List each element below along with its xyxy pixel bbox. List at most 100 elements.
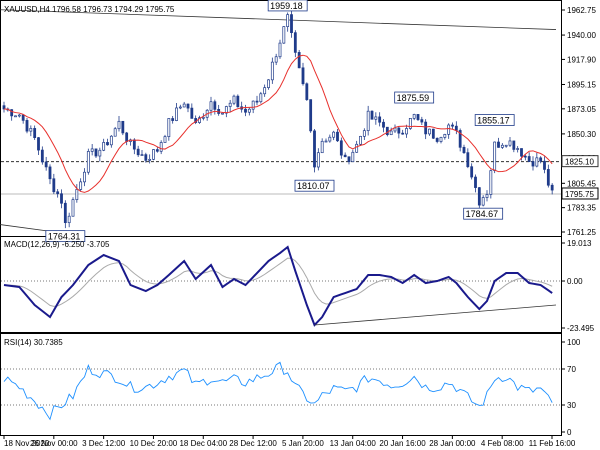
x-tick-label: 4 Feb 08:00 <box>481 439 524 448</box>
candle-body <box>470 166 474 178</box>
current-price-label: 1795.75 <box>565 190 594 199</box>
candle-body <box>339 140 343 156</box>
candle-body <box>290 14 293 34</box>
y-tick-label: 1805.45 <box>567 179 596 188</box>
candle-body <box>485 194 489 198</box>
candle-body <box>144 154 148 161</box>
level-label-box <box>561 155 599 168</box>
candle-body <box>102 142 106 151</box>
candle-body <box>520 148 523 157</box>
macd-trendline <box>314 304 557 326</box>
candle-body <box>416 114 420 120</box>
candle-body <box>497 141 500 148</box>
candle-body <box>493 141 497 171</box>
candle-body <box>382 121 385 128</box>
candle-body <box>428 128 431 135</box>
candle-body <box>178 106 182 109</box>
price-annotation: 1959.18 <box>270 1 303 11</box>
price-annotation: 1764.31 <box>48 232 81 242</box>
y-tick-label: 0 <box>567 428 572 437</box>
candle-body <box>247 108 251 113</box>
price-annotation-box <box>474 114 515 126</box>
candle-body <box>401 132 405 135</box>
candle-body <box>152 149 155 160</box>
candle-body <box>332 131 336 138</box>
rsi-title: RSI(14) 30.7385 <box>4 338 63 347</box>
candle-body <box>159 142 163 152</box>
candle-body <box>320 140 324 154</box>
candle-body <box>155 149 159 152</box>
candle-body <box>37 137 40 151</box>
macd-pane-border <box>0 236 562 333</box>
rsi-pane-border <box>0 333 562 436</box>
y-tick-label: -23.495 <box>567 324 595 333</box>
candle-body <box>125 132 129 142</box>
candle-body <box>17 114 21 117</box>
candle-body <box>546 169 550 186</box>
candle-body <box>267 79 270 88</box>
candle-body <box>378 116 382 123</box>
candle-body <box>297 52 301 69</box>
candle-body <box>2 105 6 110</box>
candle-body <box>451 124 454 127</box>
rsi-line <box>3 361 553 421</box>
trendline <box>0 9 557 30</box>
x-tick-label: 26 Nov 00:00 <box>30 439 78 448</box>
y-tick-label: 1940.00 <box>567 31 596 40</box>
candle-body <box>48 166 52 180</box>
candle-body <box>439 137 443 142</box>
candle-body <box>67 215 71 224</box>
price-annotation: 1855.17 <box>477 116 510 126</box>
candle-body <box>21 114 25 121</box>
candle-body <box>278 42 282 58</box>
macd-pane: 19.013 0.00 -23.495 <box>1 239 595 333</box>
candle-body <box>190 107 194 119</box>
y-tick-label: 1895.15 <box>567 80 596 89</box>
price-annotation: 1784.67 <box>466 209 499 219</box>
candle-body <box>539 157 543 162</box>
current-price-box <box>561 187 599 200</box>
candle-body <box>63 202 67 224</box>
x-tick-label: 28 Jan 00:00 <box>429 439 476 448</box>
candle-body <box>33 128 37 138</box>
candle-body <box>182 103 186 108</box>
candle-body <box>175 107 178 121</box>
candle-body <box>171 118 175 121</box>
candle-body <box>313 130 316 168</box>
candle-body <box>86 151 90 173</box>
candle-body <box>328 136 332 142</box>
candle-body <box>14 115 17 118</box>
candle-body <box>355 143 359 153</box>
candle-body <box>29 128 33 132</box>
candle-body <box>477 187 481 206</box>
candle-body <box>516 148 520 150</box>
candle-body <box>167 118 171 137</box>
candle-body <box>255 100 259 103</box>
candle-body <box>221 112 224 115</box>
candle-body <box>351 151 355 163</box>
candle-body <box>412 114 416 119</box>
candle-body <box>512 140 516 150</box>
candle-body <box>75 189 79 201</box>
candle-body <box>362 130 366 137</box>
candle-body <box>466 152 470 168</box>
candle-body <box>228 102 232 107</box>
candle-body <box>198 117 201 123</box>
y-tick-label: 1917.90 <box>567 55 596 64</box>
candle-body <box>504 144 508 147</box>
candle-body <box>385 126 389 136</box>
y-tick-label: 19.013 <box>567 239 592 248</box>
candle-body <box>508 140 512 146</box>
candle-body <box>90 148 94 152</box>
price-annotation: 1875.59 <box>397 93 430 103</box>
candle-body <box>274 56 278 63</box>
candle-body <box>98 149 102 157</box>
candle-body <box>83 171 86 183</box>
candle-body <box>454 125 458 131</box>
candle-body <box>52 178 56 193</box>
main-title: XAUUSD,H4 1796.58 1796.73 1794.29 1795.7… <box>4 5 175 14</box>
candle-body <box>543 160 546 170</box>
price-annotation-box <box>463 207 504 220</box>
candle-body <box>535 157 539 167</box>
